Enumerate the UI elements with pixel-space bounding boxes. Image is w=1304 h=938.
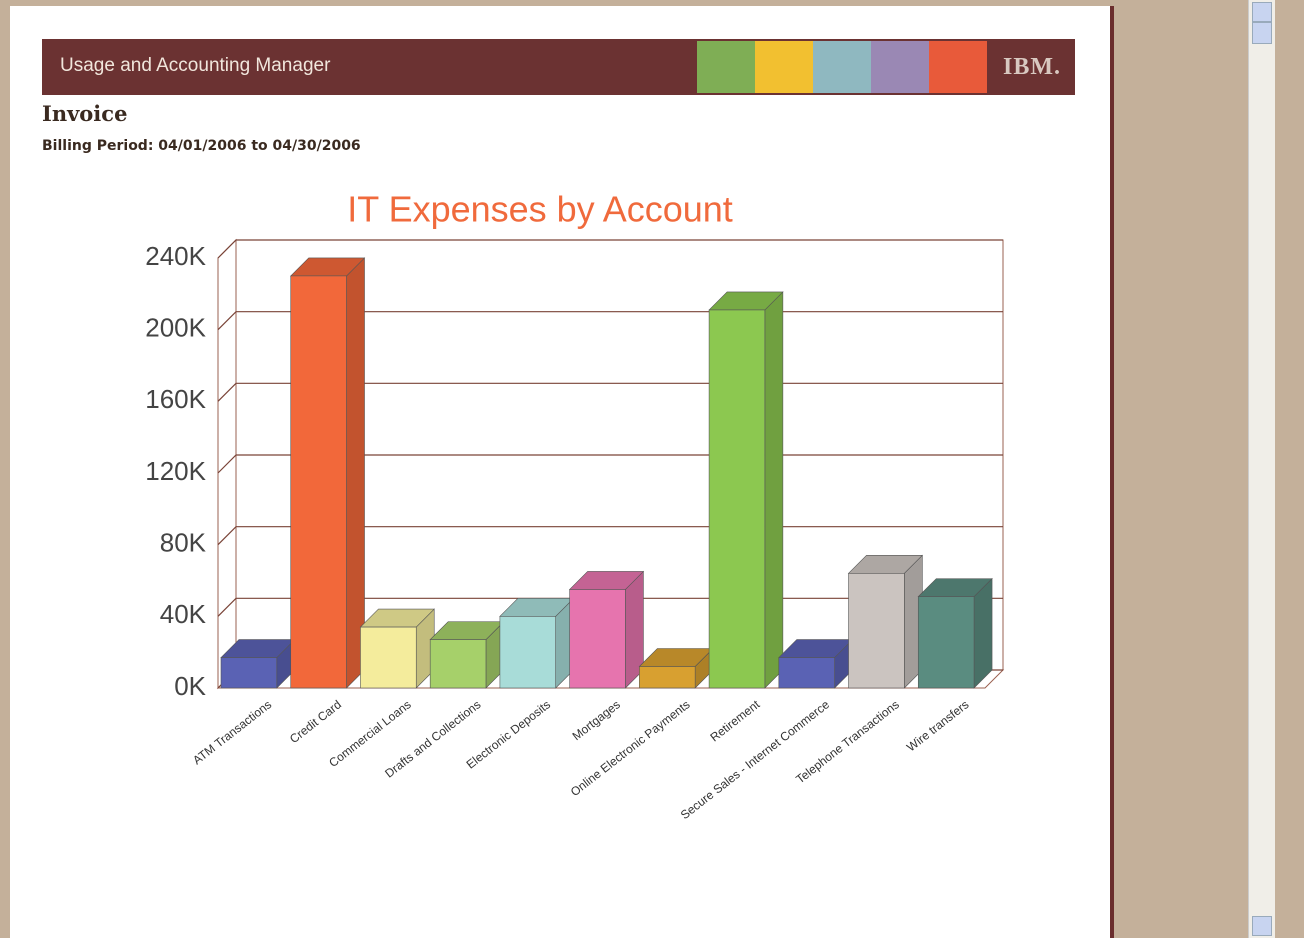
y-tick-label: 200K: [145, 313, 206, 343]
bar-side: [974, 579, 992, 688]
y-tick-label: 40K: [160, 599, 207, 629]
bar: [849, 573, 905, 688]
bar-side: [765, 292, 783, 688]
bar: [709, 310, 765, 688]
x-tick-label: Credit Card: [287, 697, 344, 746]
y-tick-label: 240K: [145, 241, 206, 271]
chart-title: IT Expenses by Account: [347, 189, 733, 230]
x-tick-label: Wire transfers: [904, 697, 971, 754]
y-tick-label: 120K: [145, 456, 206, 486]
bar: [430, 640, 486, 688]
x-tick-label: Mortgages: [570, 697, 623, 743]
y-tick-label: 0K: [174, 671, 206, 701]
grid-line: [218, 240, 1003, 258]
chart: IT Expenses by Account 0K 40K 80K 120K 160K 2…: [0, 0, 1110, 938]
bar: [360, 627, 416, 688]
y-tick-label: 160K: [145, 384, 206, 414]
x-tick-label: ATM Transactions: [190, 697, 274, 767]
bar: [221, 658, 277, 688]
scrollbar[interactable]: [1248, 0, 1275, 938]
bar: [291, 276, 347, 688]
x-tick-label: Online Electronic Payments: [568, 697, 693, 799]
bar: [918, 597, 974, 688]
scroll-down[interactable]: [1252, 916, 1272, 936]
bar: [639, 667, 695, 689]
bar: [500, 616, 556, 688]
screen: Usage and Accounting Manager IBM. Invoic…: [0, 0, 1304, 938]
x-tick-label: Retirement: [707, 697, 762, 745]
y-tick-label: 80K: [160, 528, 207, 558]
bar-side: [347, 258, 365, 688]
x-tick-label: Secure Sales - Internet Commerce: [678, 697, 832, 822]
scroll-up[interactable]: [1252, 2, 1272, 22]
bar: [570, 589, 626, 688]
bar: [779, 658, 835, 688]
scroll-thumb[interactable]: [1252, 22, 1272, 44]
